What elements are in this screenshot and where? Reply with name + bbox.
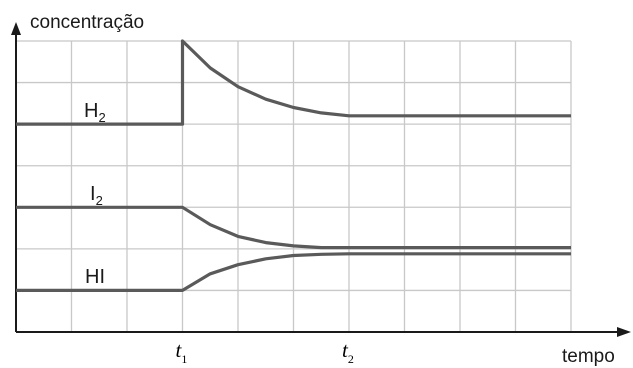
y-axis-label: concentração bbox=[30, 12, 144, 33]
series-line-hi bbox=[16, 252, 571, 292]
y-axis-arrow-icon bbox=[11, 22, 21, 35]
series-label-i2: I2 bbox=[90, 183, 103, 208]
x-tick-label-t2: t2 bbox=[342, 338, 354, 366]
series-layer bbox=[16, 39, 571, 292]
series-labels: H2 I2 HI bbox=[84, 100, 106, 288]
series-label-hi: HI bbox=[85, 266, 105, 288]
x-tick-label-t1: t1 bbox=[176, 338, 188, 366]
x-axis-label: tempo bbox=[562, 346, 615, 367]
x-tick-labels: t1 t2 bbox=[176, 338, 354, 366]
axes bbox=[11, 22, 631, 337]
series-label-h2: H2 bbox=[84, 100, 106, 125]
series-line-h2 bbox=[16, 39, 571, 126]
x-axis-arrow-icon bbox=[617, 327, 631, 337]
series-line-i2 bbox=[16, 205, 571, 250]
grid bbox=[16, 40, 572, 332]
